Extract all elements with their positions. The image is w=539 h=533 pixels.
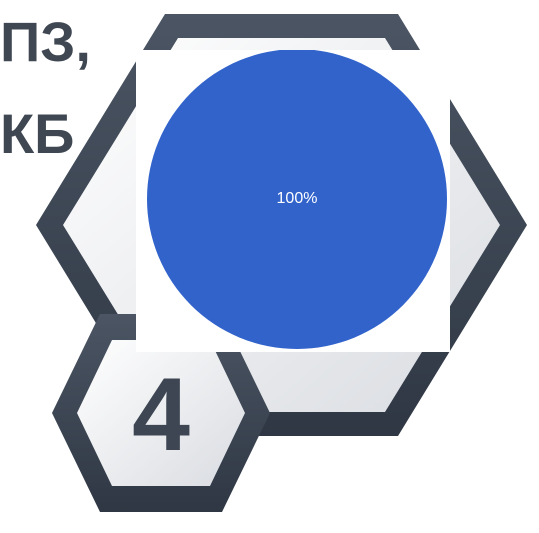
pie-slice-label: 100% (277, 190, 318, 207)
heading-fragment-2: КБ (0, 102, 75, 165)
small-hexagon-inner (77, 340, 245, 486)
pie-chart-svg: 100% (147, 50, 447, 349)
pie-chart: 100% (136, 50, 450, 352)
heading-fragment-1: ПЗ, (0, 10, 91, 73)
badge-number: 4 (132, 357, 190, 473)
pie-slice (147, 50, 447, 349)
